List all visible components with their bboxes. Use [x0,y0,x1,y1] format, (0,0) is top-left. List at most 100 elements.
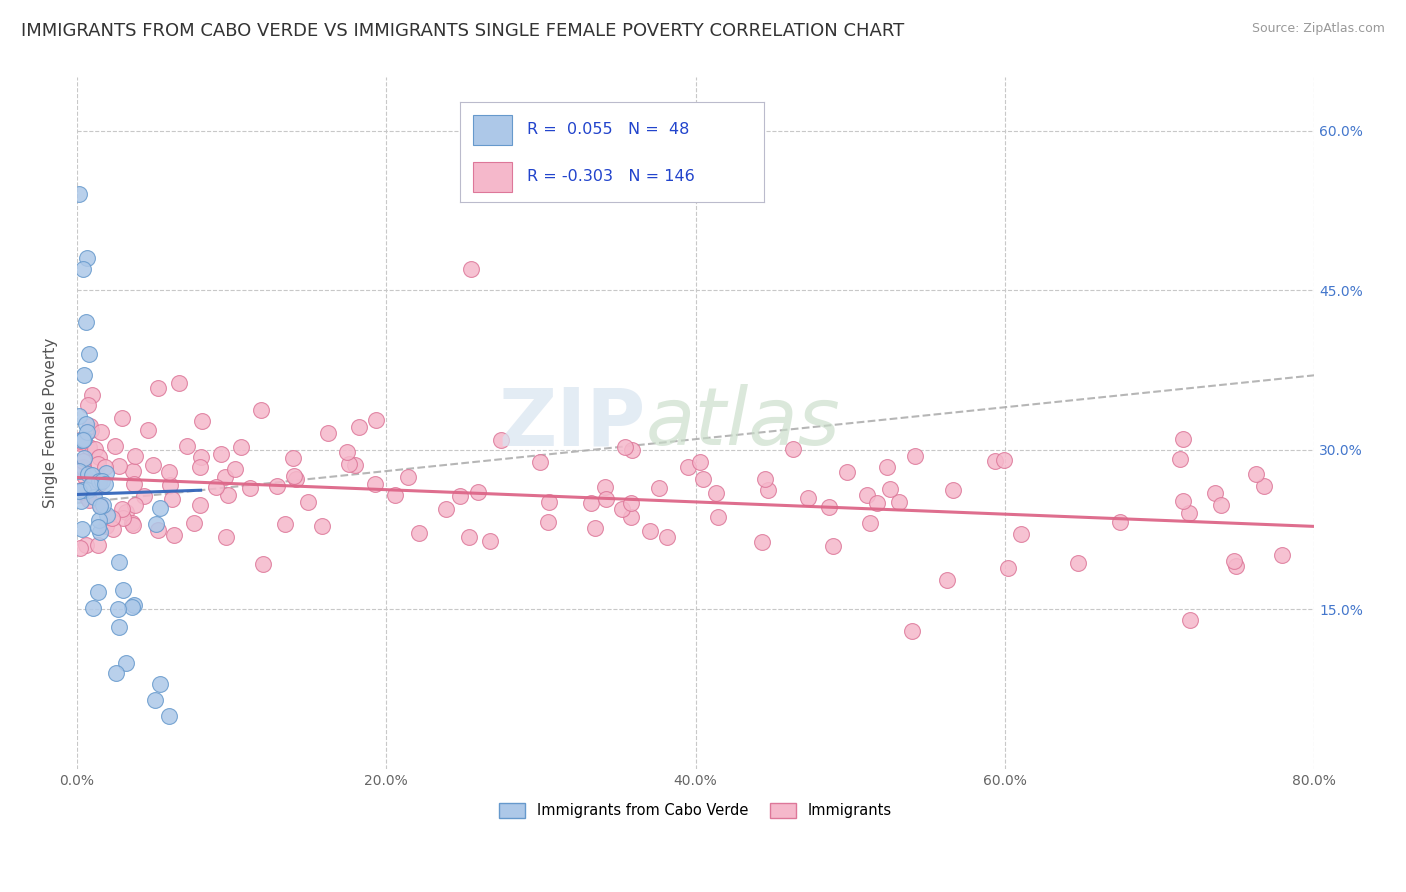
Point [281,451,304,466]
Point [537,495,560,509]
Point [122,598,145,612]
Point [491,433,513,447]
Point [337,457,360,471]
Point [478,533,501,548]
Point [96,508,118,523]
Point [75,315,97,329]
Point [72,261,94,276]
Point [655,530,678,544]
Point [114,656,136,670]
Point [214,470,236,484]
Point [160,492,183,507]
Point [595,491,617,506]
Point [77,398,100,412]
Point [67,187,90,202]
Point [69,483,91,497]
Point [1271,549,1294,563]
Point [1211,498,1233,512]
Point [993,453,1015,467]
Point [122,464,145,478]
Point [107,602,129,616]
Point [121,599,143,614]
Point [613,440,636,454]
Point [610,501,633,516]
Point [1253,479,1275,493]
Point [145,517,167,532]
Point [157,708,180,723]
Point [114,505,136,519]
Point [89,500,111,514]
Point [103,439,125,453]
Point [1066,556,1088,570]
Text: Source: ZipAtlas.com: Source: ZipAtlas.com [1251,22,1385,36]
Point [159,477,181,491]
Point [583,521,606,535]
Point [250,402,273,417]
Point [706,510,728,524]
Point [80,467,103,482]
Point [692,472,714,486]
Point [449,489,471,503]
Point [408,526,430,541]
Point [83,490,105,504]
Point [581,496,603,510]
Point [73,433,96,447]
Point [142,458,165,472]
Point [1171,432,1194,446]
Point [157,466,180,480]
Point [231,441,253,455]
Point [111,511,134,525]
Point [217,488,239,502]
Point [89,524,111,539]
Point [79,478,101,492]
Point [77,467,100,481]
Point [121,516,143,531]
Point [124,498,146,512]
Point [215,530,238,544]
Point [87,539,110,553]
Point [72,454,94,468]
Point [1178,506,1201,520]
Point [347,420,370,434]
Point [460,261,482,276]
Point [124,449,146,463]
Point [94,519,117,533]
Point [70,485,93,500]
Point [1225,558,1247,573]
Point [90,425,112,440]
Point [936,573,959,587]
Point [94,467,117,481]
Point [434,502,457,516]
Text: ZIP: ZIP [499,384,645,462]
Point [79,492,101,507]
Point [67,409,90,423]
Point [176,439,198,453]
Point [537,516,560,530]
Point [1108,515,1130,529]
Point [364,413,387,427]
Point [143,693,166,707]
Point [94,477,117,491]
Point [467,485,489,500]
Point [1010,526,1032,541]
Point [751,535,773,549]
Point [110,410,132,425]
Point [148,523,170,537]
Point [111,502,134,516]
Point [689,454,711,468]
Point [89,450,111,464]
Point [754,472,776,486]
Point [274,517,297,532]
Point [1223,554,1246,568]
Point [647,481,669,495]
Point [122,476,145,491]
Point [70,522,93,536]
Point [122,518,145,533]
Point [859,516,882,531]
Point [67,464,90,478]
Point [84,442,107,457]
Point [101,511,124,525]
Point [73,469,96,483]
Point [821,539,844,553]
Point [384,488,406,502]
